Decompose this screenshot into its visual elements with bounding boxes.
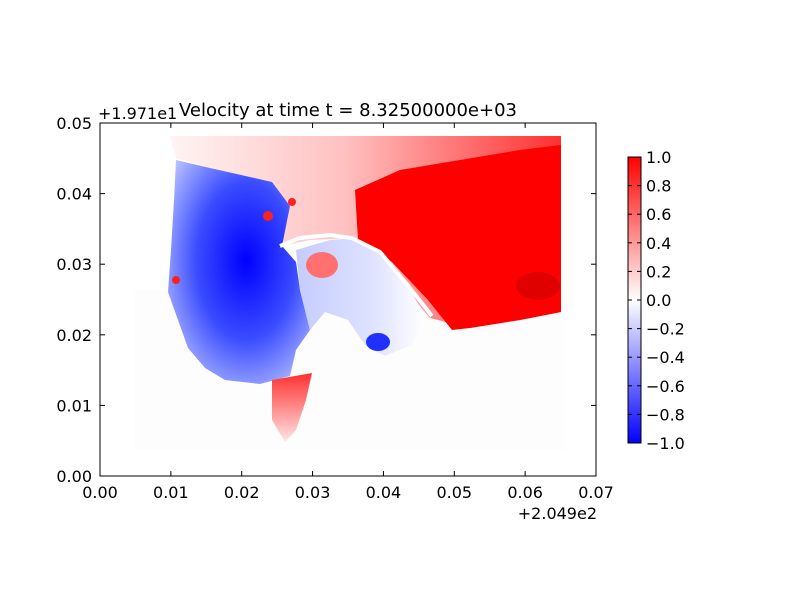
velocity-field bbox=[135, 136, 565, 450]
x-tick-label: 0.07 bbox=[578, 483, 614, 502]
y-axis: 0.00 0.01 0.02 0.03 0.04 0.05 bbox=[56, 114, 596, 486]
field-feature bbox=[263, 211, 273, 221]
field-feature bbox=[516, 272, 560, 300]
field-region-plume bbox=[272, 373, 312, 442]
colorbar-tick-label: −0.2 bbox=[646, 320, 685, 339]
colorbar-tick-label: 0.0 bbox=[646, 291, 671, 310]
field-region-northeast bbox=[355, 145, 561, 330]
y-tick-label: 0.05 bbox=[56, 114, 92, 133]
x-tick-label: 0.05 bbox=[436, 483, 472, 502]
colorbar-tick-label: −0.4 bbox=[646, 348, 685, 367]
field-feature bbox=[306, 252, 338, 278]
colorbar-tick-label: −0.8 bbox=[646, 405, 685, 424]
colorbar-tick-label: 1.0 bbox=[646, 148, 671, 167]
axes-frame bbox=[99, 122, 597, 477]
x-tick-label: 0.04 bbox=[366, 483, 402, 502]
field-feature bbox=[172, 276, 180, 284]
colorbar: 1.0 0.8 0.6 0.4 0.2 0.0 −0.2 −0.4 −0.6 −0.8 −1.0 bbox=[627, 148, 685, 453]
x-tick-label: 0.00 bbox=[82, 483, 118, 502]
field-feature bbox=[288, 198, 296, 206]
x-offset-label: +2.049e2 bbox=[518, 504, 597, 523]
x-axis: 0.00 0.01 0.02 0.03 0.04 0.05 0.06 0.07 bbox=[82, 123, 614, 502]
colorbar-ticks: 1.0 0.8 0.6 0.4 0.2 0.0 −0.2 −0.4 −0.6 −0.8 −1.0 bbox=[628, 148, 685, 453]
y-tick-label: 0.00 bbox=[56, 467, 92, 486]
x-tick-label: 0.06 bbox=[507, 483, 543, 502]
colorbar-tick-label: 0.4 bbox=[646, 234, 671, 253]
y-offset-label: +1.971e1 bbox=[98, 104, 177, 123]
colorbar-tick-label: −1.0 bbox=[646, 434, 685, 453]
colorbar-tick-label: −0.6 bbox=[646, 377, 685, 396]
field-feature bbox=[366, 333, 390, 351]
y-tick-label: 0.03 bbox=[56, 255, 92, 274]
colorbar-tick-label: 0.6 bbox=[646, 205, 671, 224]
y-tick-label: 0.04 bbox=[56, 185, 92, 204]
field-region-west bbox=[168, 160, 310, 384]
x-tick-label: 0.01 bbox=[153, 483, 189, 502]
colorbar-tick-label: 0.8 bbox=[646, 177, 671, 196]
y-tick-label: 0.02 bbox=[56, 326, 92, 345]
chart-title: Velocity at time t = 8.32500000e+03 bbox=[179, 100, 517, 121]
x-tick-label: 0.03 bbox=[295, 483, 331, 502]
y-tick-label: 0.01 bbox=[56, 396, 92, 415]
x-tick-label: 0.02 bbox=[224, 483, 260, 502]
field-shoreline bbox=[279, 232, 434, 318]
colorbar-tick-label: 0.2 bbox=[646, 262, 671, 281]
